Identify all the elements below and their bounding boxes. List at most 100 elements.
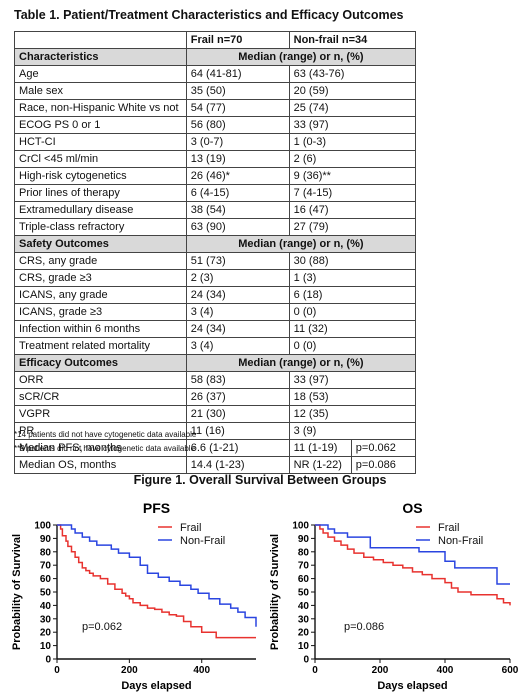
frail-value: 14.4 (1-23) [185, 456, 290, 474]
nonfrail-value: 0 (0) [288, 303, 417, 321]
row-label: CRS, any grade [14, 252, 187, 270]
row-label: HCT-CI [14, 133, 187, 151]
nonfrail-value: 20 (59) [288, 82, 417, 100]
x-tick-label: 200 [121, 665, 138, 676]
nonfrail-survival-curve [315, 524, 510, 585]
y-tick-label: 30 [40, 614, 52, 625]
nonfrail-value: 11 (1-19) [288, 439, 352, 457]
y-axis-label: Probability of Survival [11, 534, 23, 650]
legend-label: Frail [180, 522, 201, 534]
table-row: HCT-CI 3 (0-7) 1 (0-3) [14, 133, 417, 151]
table-row: ICANS, any grade 24 (34) 6 (18) [14, 286, 417, 304]
row-label: High-risk cytogenetics [14, 167, 187, 185]
y-tick-label: 80 [40, 547, 52, 558]
row-label: Age [14, 65, 187, 83]
table-row: Male sex 35 (50) 20 (59) [14, 82, 417, 100]
header-frail: Frail n=70 [185, 31, 290, 49]
nonfrail-value: 18 (53) [288, 388, 417, 406]
x-tick-label: 200 [372, 665, 389, 676]
nonfrail-value: 0 (0) [288, 337, 417, 355]
row-label: Median OS, months [14, 456, 187, 474]
legend-label: Non-Frail [180, 535, 225, 547]
row-label: Triple-class refractory [14, 218, 187, 236]
frail-value: 2 (3) [185, 269, 290, 287]
frail-value: 38 (54) [185, 201, 290, 219]
nonfrail-value: 27 (79) [288, 218, 417, 236]
y-tick-label: 0 [303, 655, 309, 666]
nonfrail-value: 1 (3) [288, 269, 417, 287]
x-tick-label: 400 [193, 665, 210, 676]
x-axis-label: Days elapsed [121, 680, 191, 692]
row-label: sCR/CR [14, 388, 187, 406]
table-row: Extramedullary disease 38 (54) 16 (47) [14, 201, 417, 219]
y-tick-label: 40 [40, 601, 52, 612]
row-label: Race, non-Hispanic White vs not [14, 99, 187, 117]
table-row: sCR/CR 26 (37) 18 (53) [14, 388, 417, 406]
y-tick-label: 90 [298, 534, 310, 545]
section-row: Efficacy Outcomes Median (range) or n, (%… [14, 354, 417, 372]
nonfrail-value: 6 (18) [288, 286, 417, 304]
y-tick-label: 30 [298, 614, 310, 625]
frail-value: 24 (34) [185, 286, 290, 304]
nonfrail-value: 16 (47) [288, 201, 417, 219]
row-label: Extramedullary disease [14, 201, 187, 219]
chart-title: OS [402, 500, 422, 516]
header-cell [14, 31, 187, 49]
y-tick-label: 70 [298, 561, 310, 572]
table-row: Triple-class refractory 63 (90) 27 (79) [14, 218, 417, 236]
x-tick-label: 600 [502, 665, 519, 676]
nonfrail-value: 1 (0-3) [288, 133, 417, 151]
legend-label: Non-Frail [438, 535, 483, 547]
table-row: ICANS, grade ≥3 3 (4) 0 (0) [14, 303, 417, 321]
row-label: Male sex [14, 82, 187, 100]
table-row: CRS, grade ≥3 2 (3) 1 (3) [14, 269, 417, 287]
y-tick-label: 100 [292, 521, 309, 532]
p-value-annotation: p=0.062 [82, 621, 122, 633]
frail-value: 58 (83) [185, 371, 290, 389]
y-tick-label: 100 [34, 521, 51, 532]
row-label: ICANS, any grade [14, 286, 187, 304]
nonfrail-survival-curve [57, 524, 257, 627]
frail-survival-curve [57, 524, 256, 639]
nonfrail-value: 63 (43-76) [288, 65, 417, 83]
y-tick-label: 20 [40, 628, 52, 639]
row-label: CRS, grade ≥3 [14, 269, 187, 287]
y-tick-label: 90 [40, 534, 52, 545]
x-axis-label: Days elapsed [377, 680, 447, 692]
section-row: Characteristics Median (range) or n, (%) [14, 48, 417, 66]
table-row: Race, non-Hispanic White vs not 54 (77) 25… [14, 99, 417, 117]
table-row: Median PFS, months 6.6 (1-21) 11 (1-19) p=0… [14, 439, 417, 457]
chart-title: PFS [143, 500, 170, 516]
table-row: Prior lines of therapy 6 (4-15) 7 (4-15) [14, 184, 417, 202]
row-label: Infection within 6 months [14, 320, 187, 338]
characteristics-table: Frail n=70 Non-frail n=34 Characteristics M… [14, 31, 417, 474]
y-tick-label: 70 [40, 561, 52, 572]
section-row: Safety Outcomes Median (range) or n, (%) [14, 235, 417, 253]
row-label: CrCl <45 ml/min [14, 150, 187, 168]
footnote-2: **9 patients did not have cytogenetic da… [14, 444, 196, 453]
frail-value: 3 (4) [185, 303, 290, 321]
y-tick-label: 20 [298, 628, 310, 639]
row-label: ECOG PS 0 or 1 [14, 116, 187, 134]
p-value-annotation: p=0.086 [344, 621, 384, 633]
figure-title: Figure 1. Overall Survival Between Group… [133, 473, 387, 487]
nonfrail-value: 25 (74) [288, 99, 417, 117]
table-row: Treatment related mortality 3 (4) 0 (0) [14, 337, 417, 355]
y-tick-label: 80 [298, 547, 310, 558]
frail-value: 54 (77) [185, 99, 290, 117]
row-label: VGPR [14, 405, 187, 423]
table-row: CrCl <45 ml/min 13 (19) 2 (6) [14, 150, 417, 168]
frail-value: 56 (80) [185, 116, 290, 134]
frail-value: 63 (90) [185, 218, 290, 236]
header-nonfrail: Non-frail n=34 [288, 31, 417, 49]
table-row: VGPR 21 (30) 12 (35) [14, 405, 417, 423]
frail-value: 3 (4) [185, 337, 290, 355]
section-column-header: Median (range) or n, (%) [185, 354, 417, 372]
y-tick-label: 10 [40, 641, 52, 652]
frail-value: 13 (19) [185, 150, 290, 168]
x-tick-label: 400 [437, 665, 454, 676]
nonfrail-value: 2 (6) [288, 150, 417, 168]
p-value: p=0.062 [350, 439, 417, 457]
nonfrail-value: 3 (9) [288, 422, 417, 440]
